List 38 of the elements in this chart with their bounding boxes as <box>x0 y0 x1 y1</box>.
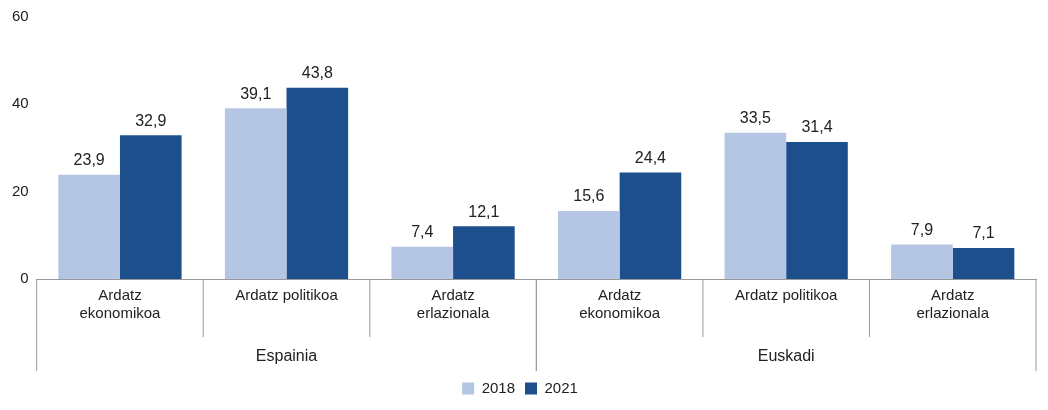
y-tick-label: 60 <box>12 7 29 25</box>
y-tick-label: 20 <box>12 181 29 199</box>
data-label: 12,1 <box>468 202 500 220</box>
text: Euskadi <box>757 347 815 365</box>
bar <box>724 132 787 279</box>
bar <box>453 226 515 279</box>
data-label: 43,8 <box>301 64 333 82</box>
data-label: 7,9 <box>910 220 934 238</box>
data-label: 31,4 <box>801 118 833 136</box>
data-label: 24,4 <box>634 148 667 166</box>
bar <box>286 87 349 279</box>
bar <box>58 174 120 279</box>
data-label: 15,6 <box>573 187 605 205</box>
x-tick-label: Ardatz erlazionala <box>916 286 990 322</box>
x-tick-label: Ardatz ekonomikoa <box>79 286 162 322</box>
data-label: 7,1 <box>972 224 995 242</box>
data-label: 39,1 <box>240 84 272 102</box>
bar <box>786 141 848 279</box>
bar <box>119 135 182 279</box>
legend-label: 2018 <box>481 378 516 396</box>
x-tick-label: Ardatz erlazionala <box>416 286 490 322</box>
x-tick-label: Ardatz ekonomikoa <box>579 286 661 322</box>
legend-label: 2021 <box>544 378 578 396</box>
x-tick-label: Ardatz politikoa <box>235 286 339 304</box>
y-tick-label: 0 <box>20 269 29 287</box>
bar <box>619 172 682 279</box>
bar <box>952 248 1015 279</box>
y-tick-label: 40 <box>12 94 29 112</box>
data-label: 7,4 <box>411 223 434 241</box>
x-tick-label: Ardatz politikoa <box>734 286 839 304</box>
data-label: 23,9 <box>73 151 105 169</box>
data-label: 33,5 <box>739 109 772 127</box>
text: Espainia <box>255 347 318 365</box>
bar <box>224 108 287 279</box>
bar <box>391 246 454 279</box>
data-label: 32,9 <box>135 111 167 129</box>
bar <box>557 210 620 279</box>
bar <box>891 244 953 279</box>
